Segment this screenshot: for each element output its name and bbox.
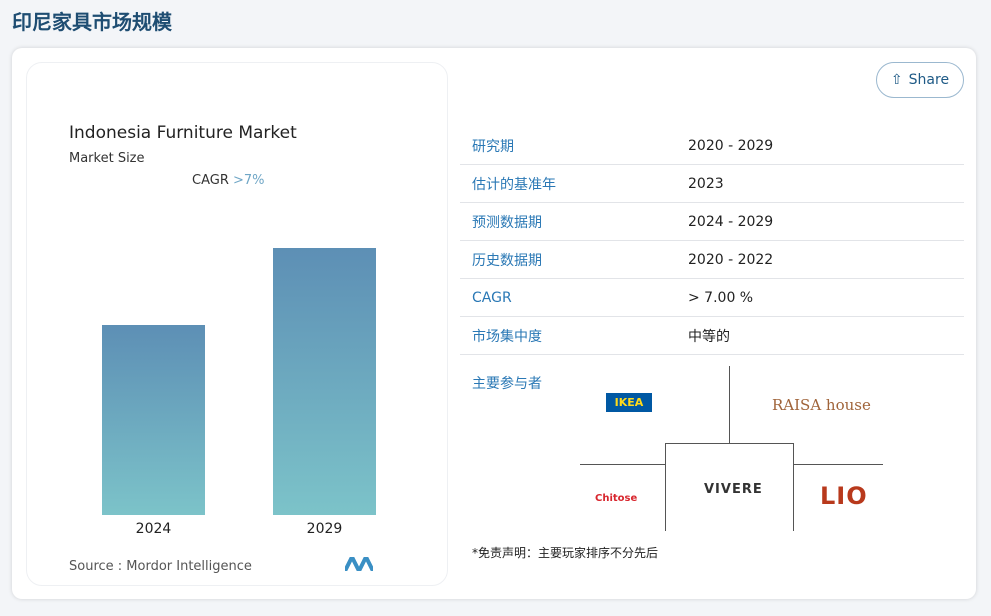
- cagr-annotation: CAGR >7%: [192, 173, 265, 188]
- cagr-value: >7%: [233, 173, 265, 188]
- chart-title: Indonesia Furniture Market: [69, 123, 297, 143]
- row-label: 研究期: [460, 127, 688, 165]
- share-button[interactable]: ⇧ Share: [876, 62, 964, 98]
- row-value: 2020 - 2029: [688, 127, 964, 165]
- share-label: Share: [908, 72, 950, 88]
- row-value: > 7.00 %: [688, 278, 964, 317]
- row-value: 中等的: [688, 316, 964, 355]
- table-row: 历史数据期 2020 - 2022: [460, 240, 964, 279]
- x-tick-label: 2024: [135, 521, 172, 537]
- row-label: 市场集中度: [460, 316, 688, 355]
- key-players-label: 主要参与者: [472, 376, 542, 392]
- table-row: 估计的基准年 2023: [460, 164, 964, 203]
- row-label: 历史数据期: [460, 240, 688, 279]
- ikea-logo: IKEA: [606, 393, 652, 412]
- row-label: 估计的基准年: [460, 164, 688, 203]
- row-label: CAGR: [460, 278, 688, 317]
- market-info-table: 研究期 2020 - 2029 估计的基准年 2023 预测数据期 2024 - 2029…: [460, 127, 964, 355]
- row-label: 预测数据期: [460, 202, 688, 241]
- page-title: 印尼家具市场规模: [12, 10, 172, 34]
- lio-logo: LIO: [820, 482, 868, 510]
- vivere-logo: VIVERE: [704, 482, 763, 497]
- chart-subtitle: Market Size: [69, 151, 145, 166]
- bar-2029: [273, 248, 376, 515]
- row-value: 2024 - 2029: [688, 202, 964, 241]
- row-value: 2023: [688, 164, 964, 203]
- chart-source: Source : Mordor Intelligence: [69, 559, 252, 574]
- table-row: 预测数据期 2024 - 2029: [460, 202, 964, 241]
- table-row: 研究期 2020 - 2029: [460, 127, 964, 165]
- row-value: 2020 - 2022: [688, 240, 964, 279]
- table-row: 市场集中度 中等的: [460, 316, 964, 355]
- x-tick-label: 2029: [306, 521, 343, 537]
- cagr-label: CAGR: [192, 173, 229, 188]
- table-row: CAGR > 7.00 %: [460, 278, 964, 317]
- share-icon: ⇧: [890, 72, 903, 88]
- chart-panel: Indonesia Furniture Market Market Size C…: [26, 62, 448, 586]
- bar-2024: [102, 325, 205, 515]
- chitose-logo: Chitose: [595, 493, 638, 504]
- disclaimer: *免责声明：主要玩家排序不分先后: [472, 546, 659, 560]
- mordor-logo: [345, 557, 373, 571]
- raisa-logo: RAISA house: [772, 396, 871, 414]
